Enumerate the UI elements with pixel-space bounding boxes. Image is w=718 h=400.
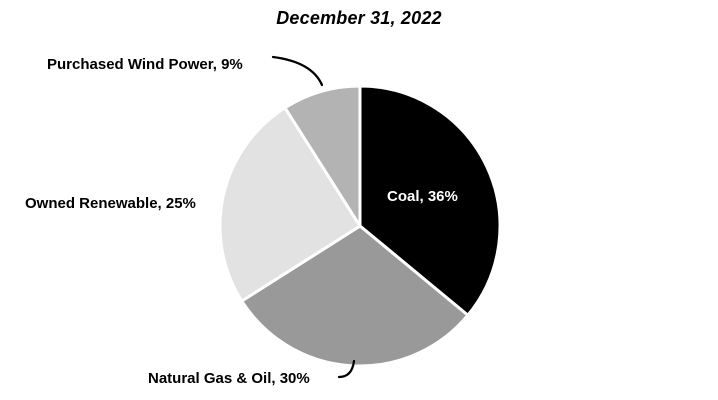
leader-line-purchased-wind-power [271, 55, 324, 87]
pie-slices [218, 84, 502, 368]
pie-slice-coal [358, 84, 502, 317]
slice-label-coal: Coal, 36% [387, 188, 458, 205]
chart-title: December 31, 2022 [276, 8, 442, 28]
leader-line-natural-gas-oil [337, 359, 356, 379]
pie-slice-owned-renewable [218, 106, 362, 303]
pie-slice-purchased-wind-power [283, 84, 362, 228]
slice-label-natural-gas-oil: Natural Gas & Oil, 30% [148, 370, 310, 387]
slice-label-owned-renewable: Owned Renewable, 25% [25, 195, 196, 212]
pie-slice-natural-gas-oil [240, 224, 470, 368]
slice-label-purchased-wind-power: Purchased Wind Power, 9% [47, 56, 243, 73]
